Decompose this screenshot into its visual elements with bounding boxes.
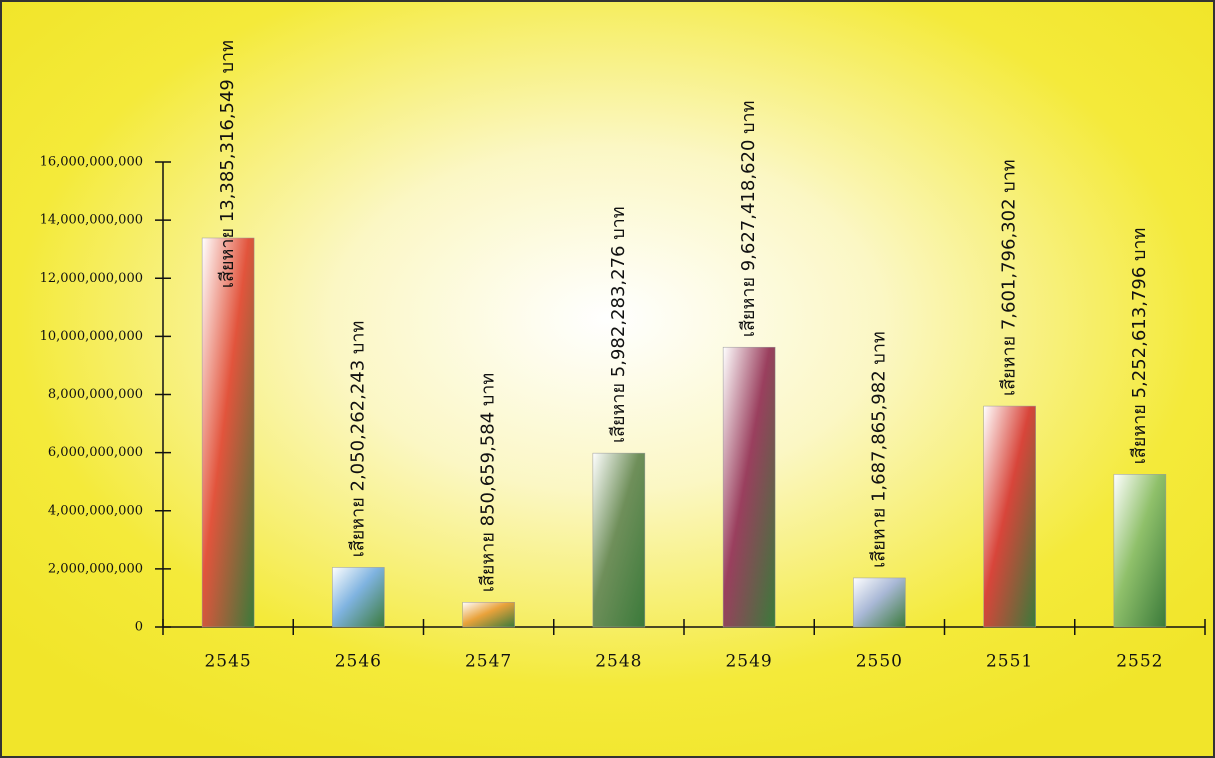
x-tick-label: 2552 bbox=[1116, 652, 1163, 672]
y-tick-label: 0 bbox=[135, 620, 143, 635]
value-label: เสียหาย 9,627,418,620 บาท bbox=[738, 100, 759, 337]
y-tick-label: 4,000,000,000 bbox=[48, 503, 143, 518]
bar bbox=[1113, 474, 1167, 628]
value-label: เสียหาย 5,252,613,796 บาท bbox=[1129, 228, 1150, 465]
x-tick-label: 2545 bbox=[204, 652, 251, 672]
value-label: เสียหาย 7,601,796,302 บาท bbox=[999, 159, 1020, 396]
x-tick-label: 2548 bbox=[595, 652, 642, 672]
x-tick-label: 2551 bbox=[986, 652, 1033, 672]
y-tick-label: 6,000,000,000 bbox=[48, 445, 143, 460]
y-tick-label: 14,000,000,000 bbox=[40, 213, 143, 228]
value-label: เสียหาย 2,050,262,243 บาท bbox=[347, 321, 368, 558]
x-tick-label: 2550 bbox=[856, 652, 903, 672]
y-tick-label: 16,000,000,000 bbox=[40, 155, 143, 170]
value-label: เสียหาย 1,687,865,982 บาท bbox=[868, 331, 889, 568]
value-label: เสียหาย 13,385,316,549 บาท bbox=[217, 40, 238, 288]
bar bbox=[983, 405, 1036, 628]
x-tick-label: 2549 bbox=[725, 652, 772, 672]
y-tick-label: 8,000,000,000 bbox=[48, 387, 143, 402]
x-tick-label: 2546 bbox=[335, 652, 382, 672]
y-tick-label: 2,000,000,000 bbox=[48, 561, 143, 576]
value-label: เสียหาย 5,982,283,276 บาท bbox=[608, 206, 629, 443]
bar bbox=[201, 237, 255, 628]
bar bbox=[332, 567, 385, 628]
y-tick-label: 10,000,000,000 bbox=[40, 329, 143, 344]
bar bbox=[853, 577, 906, 628]
y-tick-label: 12,000,000,000 bbox=[40, 271, 143, 286]
bar bbox=[722, 346, 776, 628]
bar bbox=[592, 452, 646, 628]
bar bbox=[462, 602, 515, 628]
value-label: เสียหาย 850,659,584 บาท bbox=[478, 373, 499, 593]
x-tick-label: 2547 bbox=[465, 652, 512, 672]
